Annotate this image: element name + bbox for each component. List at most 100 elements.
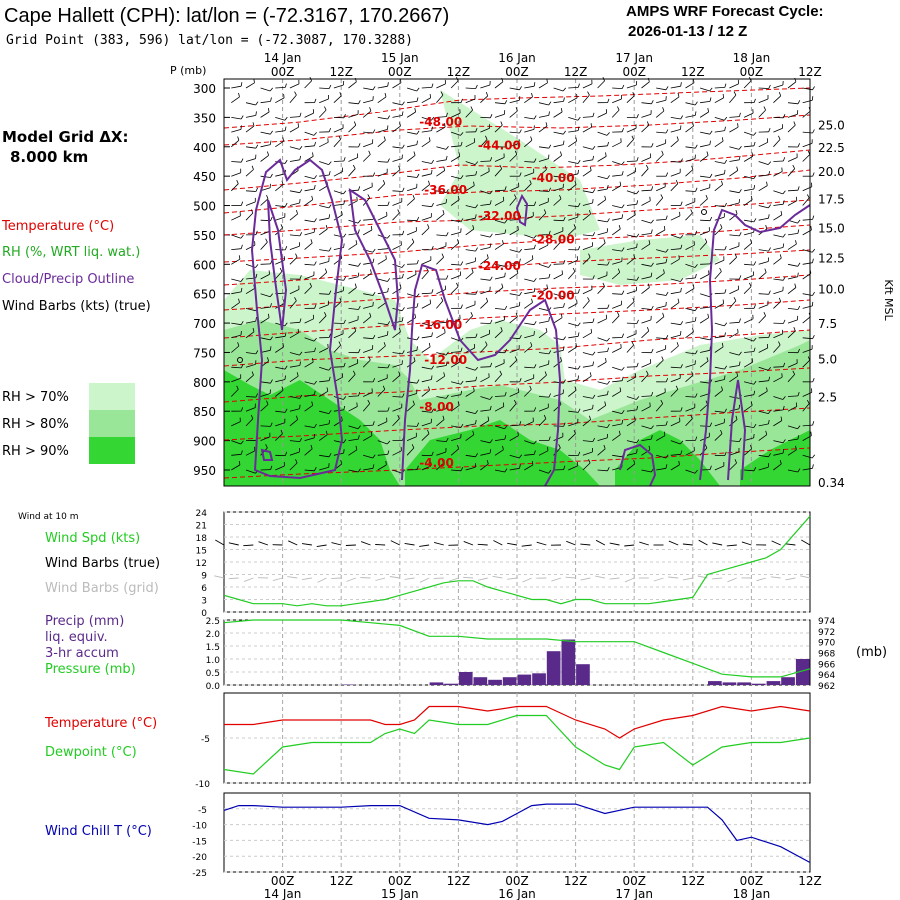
- wind-barb: [685, 308, 696, 312]
- wind-barb: [758, 205, 769, 209]
- wind-barb-flag: [283, 93, 285, 98]
- top-date-label: 16 Jan: [498, 51, 536, 65]
- wind-barb-flag: [328, 161, 332, 165]
- wind-barb-flag: [661, 356, 664, 361]
- wind-barb-flag: [768, 127, 771, 132]
- wind-barb: [509, 293, 520, 296]
- wind-barb: [348, 374, 356, 383]
- wind-barb: [641, 319, 652, 324]
- wind-y-tick: 3: [201, 597, 207, 607]
- wind-barb-flag: [240, 244, 243, 249]
- sfc-wind-barb: [682, 543, 693, 546]
- grid-point-info: Grid Point (383, 596) lat/lon = (-72.308…: [6, 33, 413, 48]
- wind-barb: [685, 82, 695, 89]
- wind-barb-flag: [812, 378, 815, 383]
- panel-frame: [223, 792, 811, 873]
- wind-barb-flag: [504, 391, 507, 397]
- wind-barb: [641, 308, 652, 310]
- wind-barb-flag: [343, 200, 346, 205]
- wind-barb: [524, 453, 535, 456]
- wind-barb-flag: [443, 372, 446, 377]
- wind-barb: [260, 230, 271, 236]
- wind-barb: [392, 169, 401, 177]
- wind-barb: [744, 381, 754, 385]
- wind-barb: [392, 331, 401, 339]
- wind-barb: [714, 346, 724, 353]
- wind-barb: [685, 407, 695, 412]
- wind-barb: [758, 466, 769, 471]
- wind-barb-flag: [636, 157, 639, 162]
- sfc-wind-barb: [698, 539, 708, 546]
- wind-barb-flag: [270, 336, 273, 341]
- wind-barb: [260, 447, 268, 456]
- wind-barb: [289, 462, 298, 471]
- wind-barb: [494, 438, 505, 441]
- wind-barb: [275, 117, 286, 121]
- wind-barb: [773, 160, 784, 162]
- wind-barb: [289, 375, 299, 383]
- wind-barb: [450, 199, 460, 206]
- wind-barb-flag: [533, 158, 537, 163]
- wind-barb-flag: [543, 209, 547, 214]
- wind-barb-flag: [604, 401, 607, 406]
- wind-barb-flag: [460, 98, 463, 103]
- wind-barb-flag: [401, 101, 405, 106]
- wind-barb-flag: [694, 111, 697, 116]
- wind-barb: [626, 84, 637, 89]
- wind-barb: [524, 278, 535, 282]
- wind-barb-flag: [240, 82, 243, 87]
- grid-wind-barb: [595, 575, 605, 579]
- wind-barb: [582, 462, 591, 471]
- wind-barb-flag: [750, 401, 753, 406]
- wind-barb: [260, 306, 271, 309]
- wind-barb: [656, 99, 666, 104]
- wind-barb: [612, 366, 622, 371]
- top-date-label: 18 Jan: [733, 51, 771, 65]
- wind-barb: [582, 245, 593, 250]
- wind-barb: [392, 82, 402, 89]
- sfc-wind-barb: [463, 540, 474, 546]
- wind-barb: [392, 450, 402, 456]
- wind-barb-flag: [621, 84, 625, 89]
- wind-barb-flag: [589, 372, 592, 377]
- wind-barb-flag: [442, 415, 445, 420]
- wind-barb: [289, 440, 300, 442]
- wind-barb: [275, 433, 283, 441]
- wind-barb-flag: [780, 416, 783, 421]
- wind-barb-flag: [427, 429, 430, 434]
- wind-barb: [480, 95, 488, 103]
- grid-wind-barb: [360, 577, 371, 579]
- wind-barb: [421, 366, 432, 370]
- grid-wind-barb: [463, 576, 474, 579]
- wind-barb-flag: [416, 173, 420, 178]
- wind-barb: [538, 169, 547, 177]
- wind-barb-flag: [370, 431, 373, 436]
- wind-barb: [436, 190, 447, 194]
- wind-barb-flag: [280, 224, 283, 229]
- wind-barb: [377, 278, 388, 282]
- wind-barb-flag: [589, 209, 591, 215]
- wind-barb: [787, 469, 798, 473]
- wind-barb-flag: [387, 364, 390, 369]
- wind-barb-flag: [299, 145, 303, 150]
- wind-barb: [582, 234, 593, 237]
- wind-barb: [275, 335, 286, 339]
- wind-barb: [304, 381, 315, 385]
- wind-barb-flag: [563, 173, 566, 178]
- wind-barb: [670, 322, 681, 326]
- cloud-outline: [260, 448, 274, 461]
- sfc-wind-barb: [228, 542, 239, 546]
- wind-barb: [304, 145, 315, 148]
- wind-barb: [626, 290, 637, 295]
- wind-barb: [553, 155, 562, 162]
- wind-barb: [714, 465, 725, 471]
- wind-barb-flag: [489, 396, 493, 400]
- wind-barb-flag: [402, 350, 405, 355]
- wind-barb: [656, 467, 667, 471]
- pressure-tick-label: 700: [193, 317, 216, 331]
- wind-barb: [729, 126, 739, 133]
- wind-barb: [436, 462, 444, 471]
- temp-y-tick: -10: [195, 780, 210, 790]
- wind-barb-flag: [704, 238, 708, 243]
